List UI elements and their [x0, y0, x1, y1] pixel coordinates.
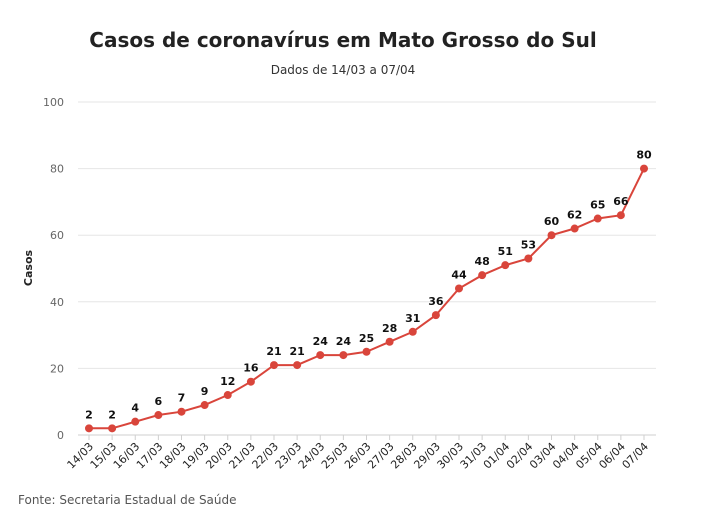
chart-subtitle: Dados de 14/03 a 07/04 — [271, 63, 416, 77]
data-label: 2 — [85, 408, 93, 421]
data-label: 25 — [359, 332, 374, 345]
data-point — [177, 407, 186, 416]
y-tick-label: 80 — [50, 163, 64, 176]
y-tick-label: 100 — [43, 96, 64, 109]
data-label: 66 — [613, 195, 629, 208]
data-label: 28 — [382, 322, 397, 335]
data-label: 2 — [108, 408, 116, 421]
data-point — [455, 284, 463, 293]
data-point — [108, 424, 117, 433]
gridlines — [78, 101, 656, 436]
data-label: 12 — [220, 375, 235, 388]
data-point — [200, 401, 209, 410]
y-tick-label: 40 — [50, 296, 64, 309]
data-point — [570, 224, 579, 233]
data-point — [431, 311, 440, 320]
data-label: 51 — [498, 245, 513, 258]
data-point — [616, 211, 625, 220]
data-label: 65 — [590, 199, 605, 212]
data-point — [85, 424, 93, 433]
data-label: 36 — [428, 295, 444, 308]
data-label: 31 — [405, 312, 420, 325]
y-tick-label: 20 — [50, 362, 64, 375]
chart-title: Casos de coronavírus em Mato Grosso do S… — [89, 28, 596, 52]
data-point — [270, 361, 278, 370]
data-label: 24 — [336, 335, 352, 348]
data-label: 21 — [266, 345, 281, 358]
data-point — [316, 351, 325, 360]
data-point — [223, 391, 232, 400]
data-point — [593, 214, 602, 223]
data-label: 16 — [243, 362, 259, 375]
data-label: 48 — [474, 255, 489, 268]
y-axis-label: Casos — [22, 249, 35, 286]
data-point — [524, 254, 533, 263]
data-label: 21 — [289, 345, 304, 358]
series-line — [89, 168, 645, 430]
x-tick-label: 07/04 — [620, 440, 652, 472]
data-label: 62 — [567, 209, 582, 222]
series-points — [85, 164, 648, 433]
y-axis-ticks: 0 20 40 60 80 100 — [43, 96, 64, 442]
data-label: 4 — [131, 402, 139, 415]
data-label: 53 — [521, 239, 536, 252]
data-point — [478, 271, 487, 280]
data-label: 44 — [451, 268, 467, 281]
y-tick-label: 60 — [50, 229, 64, 242]
data-point — [408, 327, 417, 336]
data-point — [501, 261, 510, 270]
data-label: 80 — [636, 149, 652, 162]
data-label: 6 — [155, 395, 163, 408]
data-point — [547, 231, 556, 240]
data-point — [385, 337, 394, 346]
y-tick-label: 0 — [57, 429, 64, 442]
data-label: 24 — [313, 335, 329, 348]
data-label: 9 — [201, 385, 209, 398]
data-point — [246, 377, 255, 386]
data-point — [131, 417, 140, 426]
data-point — [293, 361, 302, 370]
data-point — [362, 347, 371, 356]
data-point — [154, 411, 163, 420]
x-axis-ticks: 14/0315/0316/0317/0318/0319/0320/0321/03… — [65, 435, 652, 472]
data-point — [339, 351, 348, 360]
source-note: Fonte: Secretaria Estadual de Saúde — [18, 493, 237, 507]
data-label: 7 — [178, 392, 186, 405]
data-label: 60 — [544, 215, 560, 228]
data-point — [640, 164, 648, 173]
